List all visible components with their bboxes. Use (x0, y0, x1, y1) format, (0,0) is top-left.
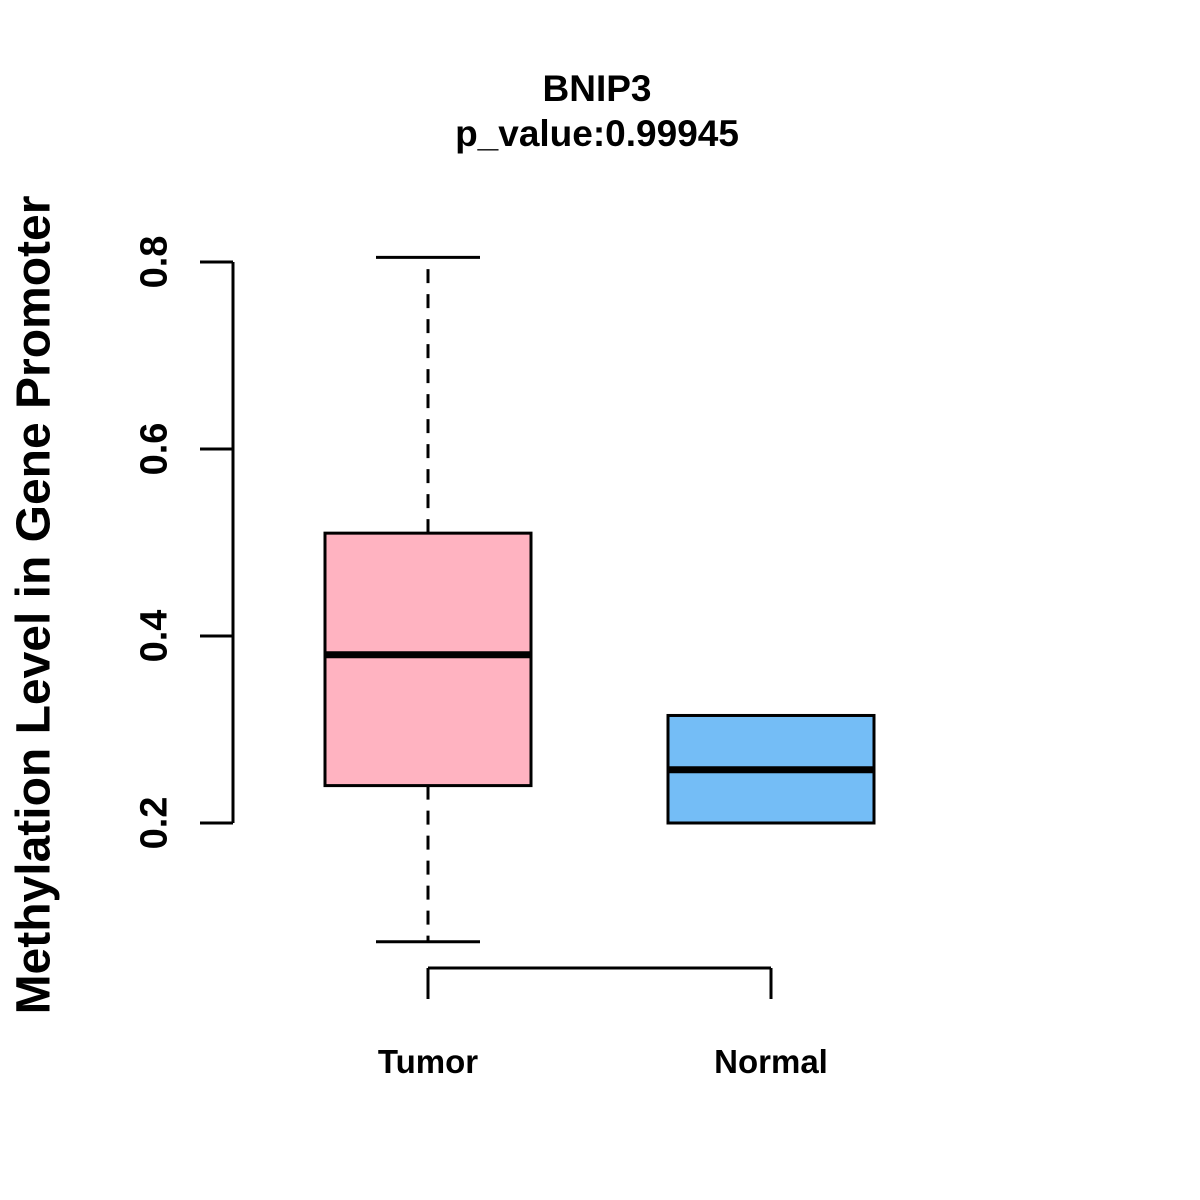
chart-subtitle-pvalue: p_value:0.99945 (455, 113, 739, 154)
y-tick-label-0.4: 0.4 (133, 609, 176, 663)
y-tick-label-0.8: 0.8 (133, 235, 176, 289)
chart-title: BNIP3 (542, 68, 652, 109)
chart-title-block: BNIP3 p_value:0.99945 (297, 66, 897, 156)
y-tick-label-0.2: 0.2 (133, 796, 176, 850)
y-tick-label-0.6: 0.6 (133, 422, 176, 476)
x-tick-label-normal: Normal (714, 1043, 828, 1080)
box-tumor (323, 531, 533, 788)
x-tick-label-tumor: Tumor (377, 1043, 479, 1080)
y-axis-title: Methylation Level in Gene Promoter (7, 195, 61, 1015)
